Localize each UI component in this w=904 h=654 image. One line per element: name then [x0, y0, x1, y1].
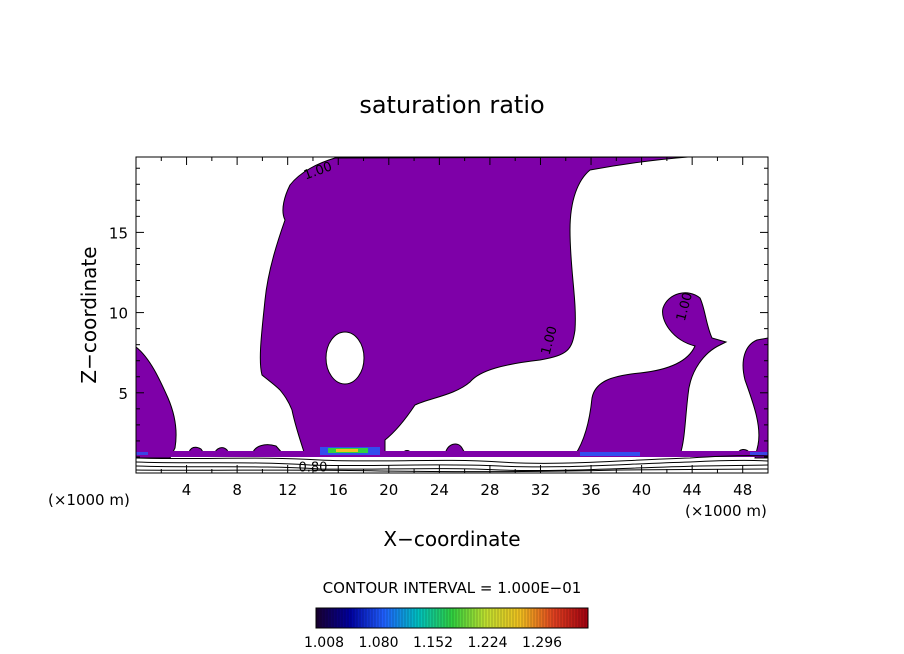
colorbar-tick-label: 1.224	[467, 635, 507, 651]
y-tick-label: 5	[118, 385, 128, 403]
x-axis-label: X−coordinate	[383, 527, 520, 551]
x-tick-label: 16	[329, 481, 348, 499]
x-tick-label: 36	[581, 481, 600, 499]
chart-title: saturation ratio	[359, 91, 544, 119]
x-tick-label: 4	[182, 481, 192, 499]
x-tick-label: 12	[278, 481, 297, 499]
x-tick-label: 20	[379, 481, 398, 499]
x-tick-label: 8	[232, 481, 242, 499]
x-tick-label: 40	[632, 481, 651, 499]
colorbar-stripes	[317, 609, 586, 627]
contour-label: 1.00	[539, 325, 561, 357]
fill-layer	[136, 157, 768, 459]
x-tick-label: 24	[430, 481, 449, 499]
colorbar-labels: 1.008 1.080 1.152 1.224 1.296	[304, 635, 562, 651]
colorbar-tick-label: 1.152	[413, 635, 453, 651]
y-tick-label: 15	[109, 224, 128, 242]
colorbar: 1.008 1.080 1.152 1.224 1.296	[304, 607, 589, 651]
clear-pocket	[325, 331, 365, 385]
region-central-tower	[259, 157, 689, 456]
x-tick-label: 28	[480, 481, 499, 499]
colorbar-tick-label: 1.008	[304, 635, 344, 651]
contour-lines	[136, 455, 768, 473]
colorbar-tick-label: 1.296	[522, 635, 562, 651]
x-tick-label: 48	[733, 481, 752, 499]
x-unit-label-left: (×1000 m)	[48, 491, 130, 509]
y-tick-label: 10	[109, 305, 128, 323]
plot-frame	[135, 156, 769, 474]
colorbar-tick-label: 1.080	[358, 635, 398, 651]
y-axis-label: Z−coordinate	[77, 246, 101, 383]
x-unit-label-right: (×1000 m)	[685, 502, 767, 520]
contour-label: 0.80	[298, 460, 327, 475]
region-left-edge	[136, 346, 177, 459]
region-right-cell	[574, 292, 728, 456]
y-axis-ticks: 5 10 15	[109, 167, 768, 458]
x-axis-ticks: 4 8 12 16 20 24 28 32 36 40 44 48	[160, 157, 752, 499]
contour-label: 1.00	[674, 291, 696, 323]
x-tick-label: 44	[683, 481, 702, 499]
region-right-edge	[742, 337, 768, 459]
x-tick-label: 32	[531, 481, 550, 499]
contour-interval-text: CONTOUR INTERVAL = 1.000E−01	[323, 579, 582, 597]
